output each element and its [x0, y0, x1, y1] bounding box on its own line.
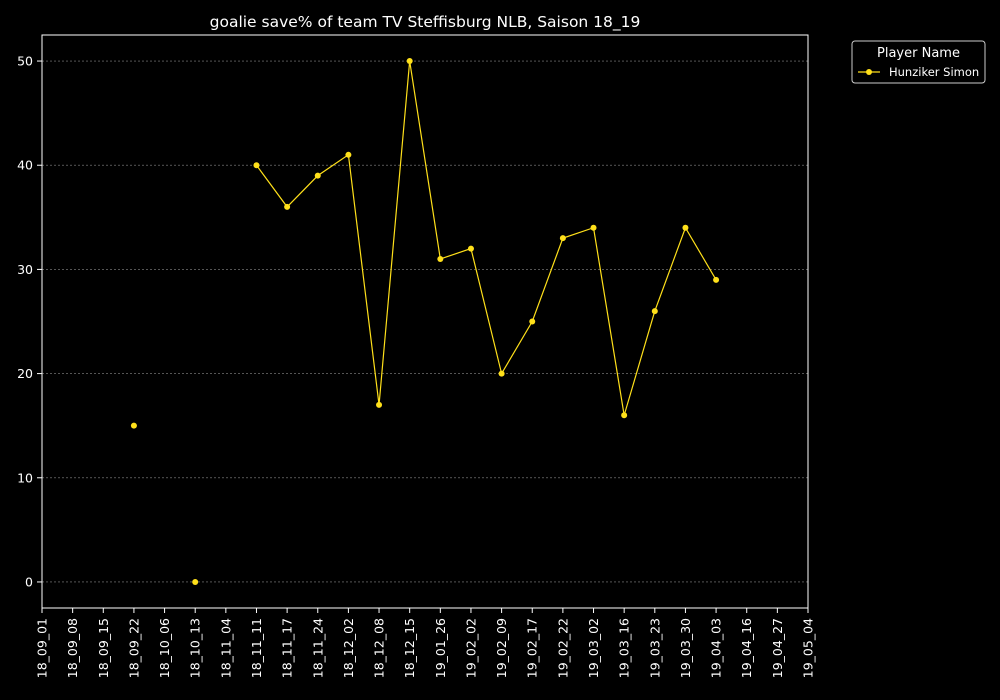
x-tick-label: 18_11_17 [280, 618, 295, 678]
data-point [345, 151, 352, 158]
y-tick-label: 0 [25, 574, 33, 589]
x-tick-label: 19_03_23 [647, 618, 662, 678]
legend-marker-swatch [866, 69, 872, 75]
data-point [467, 245, 474, 252]
y-axis: 0 10 20 30 40 50 [17, 54, 42, 589]
series-line [255, 60, 717, 416]
x-tick-label: 18_09_15 [96, 618, 111, 678]
x-tick-label: 18_09_22 [126, 618, 141, 678]
x-axis: 18_09_01 18_09_08 18_09_15 18_09_22 18_10_06… [35, 608, 816, 678]
legend-box [851, 40, 986, 84]
x-tick-label: 19_03_02 [586, 618, 601, 678]
data-point [713, 276, 720, 283]
data-point [314, 172, 321, 179]
x-tick-label: 19_02_22 [555, 618, 570, 678]
x-tick-label: 19_03_16 [617, 618, 632, 678]
x-tick-label: 19_02_09 [494, 618, 509, 678]
series-layer [130, 58, 720, 585]
data-point [651, 308, 658, 315]
data-point [590, 224, 597, 231]
x-tick-label: 18_12_02 [341, 618, 356, 678]
data-point [682, 224, 689, 231]
y-tick-label: 50 [17, 54, 33, 69]
x-tick-label: 19_04_27 [770, 618, 785, 678]
y-tick-label: 40 [17, 158, 33, 173]
x-tick-label: 18_11_04 [218, 618, 233, 678]
grid [42, 60, 808, 583]
data-point [376, 401, 383, 408]
axes-frame [41, 34, 809, 609]
x-tick-label: 19_02_17 [525, 618, 540, 678]
data-point [559, 235, 566, 242]
x-tick-label: 18_12_08 [372, 618, 387, 678]
x-tick-label: 18_11_11 [249, 618, 264, 678]
data-point [406, 58, 413, 65]
data-point [621, 412, 628, 419]
y-tick-label: 10 [17, 470, 33, 485]
data-point [498, 370, 505, 377]
x-tick-label: 19_02_02 [463, 618, 478, 678]
x-tick-label: 19_04_16 [739, 618, 754, 678]
x-tick-label: 18_10_06 [157, 618, 172, 678]
y-tick-label: 20 [17, 366, 33, 381]
legend-entry-label: Hunziker Simon [889, 65, 979, 79]
x-tick-label: 19_04_03 [709, 618, 724, 678]
data-point [529, 318, 536, 325]
data-point [130, 422, 137, 429]
x-tick-label: 19_05_04 [801, 618, 816, 678]
chart-title: goalie save% of team TV Steffisburg NLB,… [210, 13, 641, 32]
legend: Player Name Hunziker Simon [851, 40, 986, 84]
x-tick-label: 18_09_01 [35, 618, 50, 678]
data-point [437, 255, 444, 262]
data-point [284, 203, 291, 210]
y-tick-label: 30 [17, 262, 33, 277]
data-point [253, 162, 260, 169]
legend-title: Player Name [877, 46, 960, 61]
x-tick-label: 19_03_30 [678, 618, 693, 678]
x-tick-label: 18_09_08 [65, 618, 80, 678]
x-tick-label: 19_01_26 [433, 618, 448, 678]
x-tick-label: 18_11_24 [310, 618, 325, 678]
data-point [192, 578, 199, 585]
x-tick-label: 18_12_15 [402, 618, 417, 678]
x-tick-label: 18_10_13 [188, 618, 203, 678]
